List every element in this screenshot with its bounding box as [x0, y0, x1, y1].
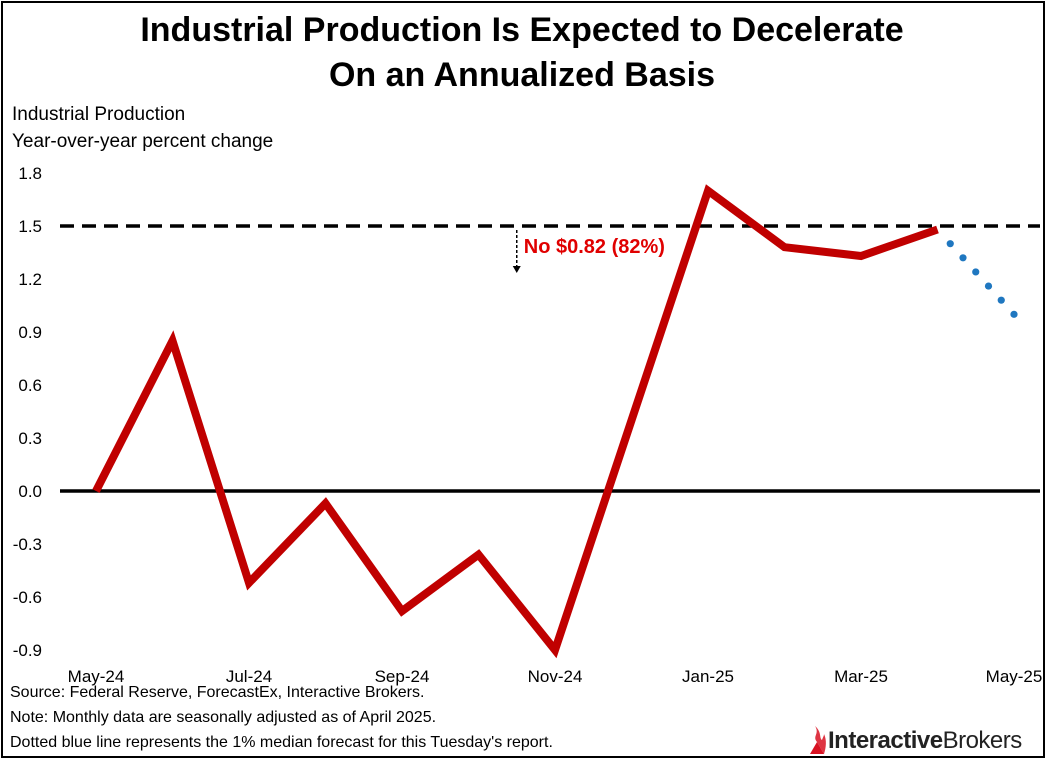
- y-tick-label: -0.6: [13, 588, 42, 607]
- x-tick-label: Jan-25: [682, 667, 734, 686]
- forecast-dot: [959, 254, 967, 262]
- forecast-dot: [946, 240, 954, 248]
- x-tick-labels: May-24 Jul-24 Sep-24 Nov-24 Jan-25 Mar-25 May-…: [68, 667, 1043, 686]
- y-axis-label-line2: Year-over-year percent change: [12, 131, 274, 152]
- forecast-dot: [984, 282, 993, 290]
- x-tick-label: May-24: [68, 667, 125, 686]
- y-tick-label: 0.3: [18, 429, 42, 448]
- chart-title-line2: On an Annualized Basis: [328, 56, 716, 94]
- x-tick-label: Sep-24: [375, 667, 430, 686]
- y-tick-label: 1.5: [18, 217, 42, 236]
- x-tick-label: May-25: [986, 667, 1043, 686]
- y-tick-label: 1.8: [18, 164, 42, 183]
- logo-text-interactive: Interactive: [828, 727, 943, 754]
- ib-flame-logo-icon: [810, 726, 826, 754]
- x-tick-label: Mar-25: [834, 667, 888, 686]
- series-forecast-dots: [946, 240, 1018, 318]
- footnote-source: Source: Federal Reserve, ForecastEx, Int…: [10, 684, 425, 701]
- interactive-brokers-logo: InteractiveBrokers: [806, 724, 1022, 758]
- y-tick-label: -0.3: [13, 535, 42, 554]
- footnote-forecast: Dotted blue line represents the 1% media…: [10, 734, 553, 751]
- forecast-dot: [972, 268, 980, 276]
- y-tick-label: 0.9: [18, 323, 42, 342]
- logo-text: InteractiveBrokers: [828, 727, 1022, 755]
- footnote-note: Note: Monthly data are seasonally adjust…: [10, 709, 437, 726]
- annotation-label: No $0.82 (82%): [524, 236, 665, 258]
- y-tick-label: 0.0: [18, 482, 42, 501]
- chart-title-line1: Industrial Production Is Expected to Dec…: [140, 11, 904, 49]
- forecast-dot: [1010, 310, 1018, 318]
- chart-title: Industrial Production Is Expected to Dec…: [0, 8, 1044, 98]
- x-tick-label: Jul-24: [226, 667, 272, 686]
- x-tick-label: Nov-24: [528, 667, 583, 686]
- y-tick-label: -0.9: [13, 641, 42, 660]
- y-tick-labels: 1.8 1.5 1.2 0.9 0.6 0.3 0.0 -0.3 -0.6 -0.9: [13, 164, 42, 660]
- logo-text-brokers: Brokers: [942, 727, 1023, 754]
- y-axis-label-line1: Industrial Production: [12, 104, 186, 125]
- series-actual-line: [92, 184, 939, 659]
- annotation-arrowhead-icon: [512, 266, 521, 273]
- y-tick-label: 1.2: [18, 270, 42, 289]
- y-tick-label: 0.6: [18, 376, 42, 395]
- forecast-dot: [997, 296, 1005, 304]
